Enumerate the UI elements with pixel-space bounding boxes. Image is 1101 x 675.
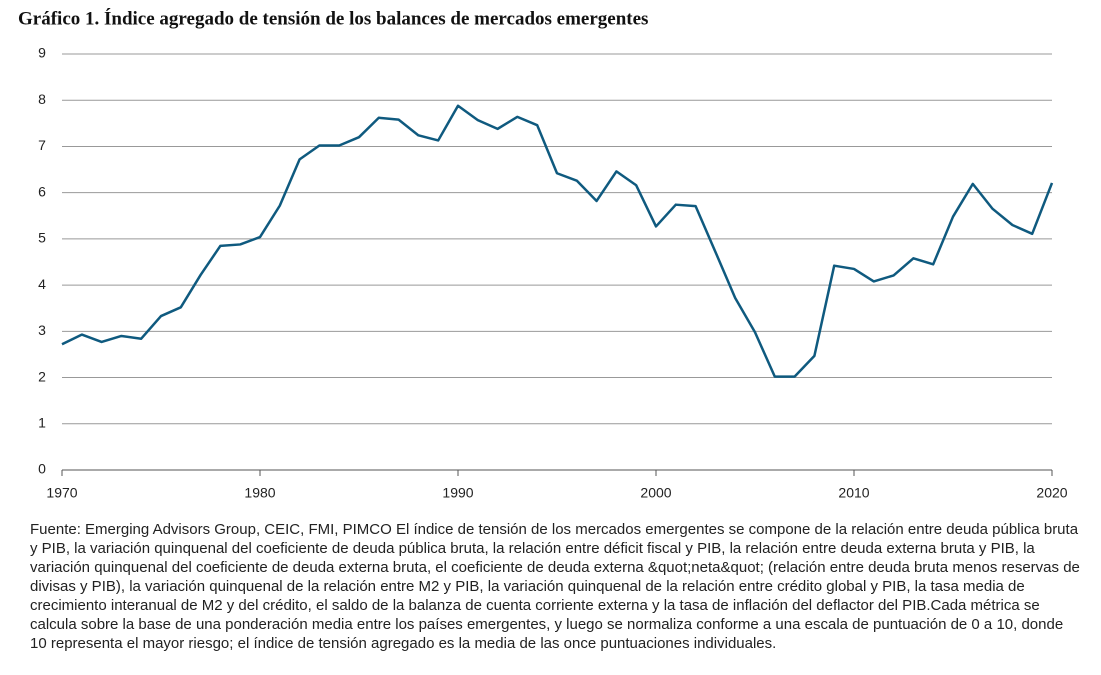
line-series bbox=[61, 104, 1054, 378]
y-tick-label: 7 bbox=[38, 137, 46, 153]
y-tick-label: 3 bbox=[38, 322, 46, 338]
x-tick-label: 1990 bbox=[442, 485, 473, 501]
x-tick-label: 1980 bbox=[244, 485, 275, 501]
x-tick-label: 1970 bbox=[46, 485, 77, 501]
x-tick-label: 2000 bbox=[640, 485, 671, 501]
y-tick-label: 8 bbox=[38, 91, 46, 107]
chart-title: Gráfico 1. Índice agregado de tensión de… bbox=[18, 7, 648, 29]
y-tick-label: 1 bbox=[38, 414, 46, 430]
x-tick-label: 2020 bbox=[1036, 485, 1067, 501]
x-tick-label: 2010 bbox=[838, 485, 869, 501]
y-tick-label: 2 bbox=[38, 368, 46, 384]
y-tick-label: 6 bbox=[38, 183, 46, 199]
y-tick-label: 4 bbox=[38, 276, 46, 292]
y-tick-label: 5 bbox=[38, 230, 46, 246]
footnote: Fuente: Emerging Advisors Group, CEIC, F… bbox=[30, 521, 1080, 652]
y-tick-label: 9 bbox=[38, 45, 46, 61]
y-tick-label: 0 bbox=[38, 461, 46, 477]
chart: Gráfico 1. Índice agregado de tensión de… bbox=[18, 7, 1068, 501]
